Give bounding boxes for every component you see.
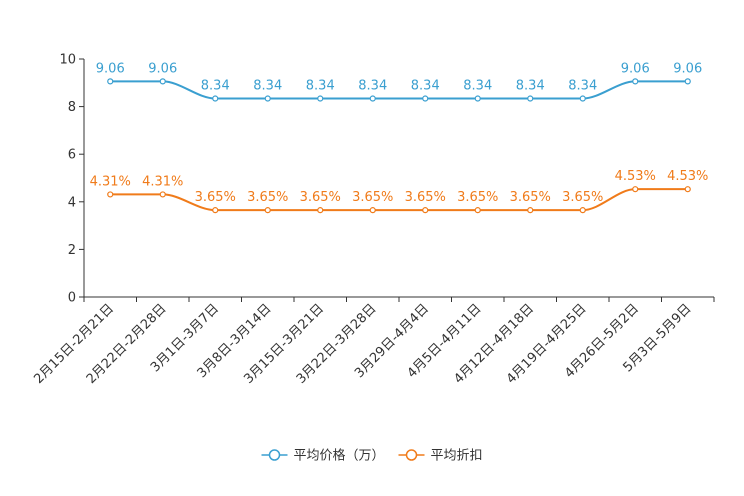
data-point [632, 78, 639, 85]
data-point [684, 78, 691, 85]
data-point [527, 95, 534, 102]
data-point [632, 186, 639, 193]
data-label: 8.34 [201, 79, 230, 94]
data-label: 4.31% [90, 174, 131, 189]
data-label: 9.06 [673, 61, 702, 76]
data-label: 3.65% [562, 190, 603, 205]
legend-marker-icon [405, 449, 418, 461]
y-tick-label: 0 [68, 291, 76, 306]
data-label: 9.06 [148, 61, 177, 76]
data-point [159, 191, 166, 198]
legend-label: 平均价格（万） [294, 448, 385, 464]
data-point [527, 207, 534, 214]
data-label: 4.53% [667, 169, 708, 184]
data-point [579, 95, 586, 102]
data-point [317, 95, 324, 102]
data-point [369, 207, 376, 214]
data-label: 8.34 [306, 79, 335, 94]
data-point [422, 95, 429, 102]
series-layer [107, 78, 691, 214]
data-labels: 9.06 9.06 8.34 8.34 8.34 8.34 8.34 8.34 8.34 8.34… [90, 61, 709, 205]
data-point [684, 186, 691, 193]
data-point [317, 207, 324, 214]
y-tick-label: 2 [68, 243, 76, 258]
legend-item-2[interactable]: 平均折扣 [398, 449, 483, 464]
data-label: 8.34 [253, 79, 282, 94]
data-label: 3.65% [195, 190, 236, 205]
data-label: 8.34 [411, 79, 440, 94]
legend-label: 平均折扣 [431, 449, 483, 464]
data-point [107, 78, 114, 85]
data-point [474, 207, 481, 214]
series-line-2 [110, 188, 688, 212]
data-point [422, 207, 429, 214]
legend-marker-icon [268, 449, 281, 461]
data-label: 9.06 [621, 61, 650, 76]
legend[interactable]: 平均价格（万） 平均折扣 [261, 448, 483, 464]
data-point [212, 207, 219, 214]
y-tick-label: 10 [59, 53, 76, 68]
data-label: 4.53% [615, 169, 656, 184]
data-point [264, 95, 271, 102]
series-line-1 [110, 80, 688, 100]
axes: 02468102月15日-2月21日2月22日-2月28日3月1日-3月7日3月… [31, 53, 715, 387]
data-label: 8.34 [358, 79, 387, 94]
y-tick-label: 4 [68, 195, 76, 210]
data-label: 3.65% [457, 190, 498, 205]
data-label: 8.34 [516, 79, 545, 94]
data-label: 3.65% [510, 190, 551, 205]
data-point [107, 191, 114, 198]
data-label: 3.65% [352, 190, 393, 205]
y-tick-label: 8 [68, 100, 76, 115]
data-point [159, 78, 166, 85]
data-label: 8.34 [568, 79, 597, 94]
data-label: 9.06 [96, 61, 125, 76]
legend-item-1[interactable]: 平均价格（万） [261, 448, 385, 464]
data-label: 3.65% [300, 190, 341, 205]
data-point [369, 95, 376, 102]
data-label: 3.65% [405, 190, 446, 205]
data-point [579, 207, 586, 214]
data-point [474, 95, 481, 102]
data-point [212, 95, 219, 102]
data-label: 3.65% [247, 190, 288, 205]
data-label: 8.34 [463, 79, 492, 94]
data-label: 4.31% [142, 174, 183, 189]
y-tick-label: 6 [68, 148, 76, 163]
data-point [264, 207, 271, 214]
